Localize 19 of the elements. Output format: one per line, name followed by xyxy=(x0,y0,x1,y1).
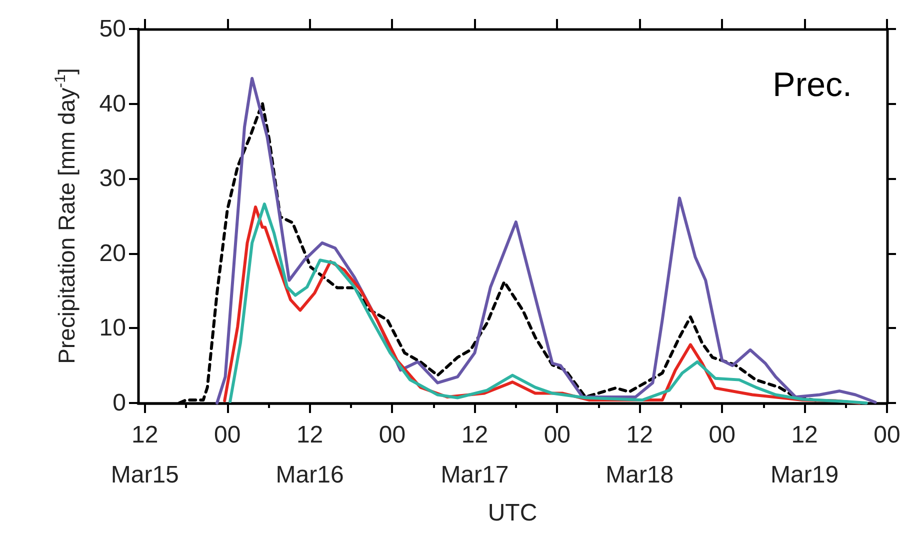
x-tick-label: 00 xyxy=(378,422,406,448)
y-tick-label: 0 xyxy=(112,390,126,416)
x-tick-label: 00 xyxy=(544,422,571,448)
y-tick-label: 20 xyxy=(99,240,126,267)
y-tick-label: 50 xyxy=(99,16,126,42)
annotation: Prec. xyxy=(772,66,852,104)
x-tick-label: 12 Mar19 xyxy=(770,422,839,488)
x-tick-label: 12 Mar16 xyxy=(276,422,344,488)
x-tick-label: 00 xyxy=(214,422,241,448)
x-axis-title: UTC xyxy=(488,500,538,526)
x-tick-label: 12 Mar18 xyxy=(606,422,674,488)
x-tick-label: 12 Mar17 xyxy=(440,422,509,488)
x-tick-label: 12 Mar15 xyxy=(110,422,179,488)
x-tick-label: 00 xyxy=(874,422,900,448)
x-tick-label: 00 xyxy=(708,422,736,448)
y-axis-title: Precipitation Rate [mm day-1] xyxy=(52,68,80,364)
y-tick-label: 40 xyxy=(99,90,126,118)
y-tick-label: 10 xyxy=(99,314,126,342)
y-tick-label: 30 xyxy=(99,165,126,192)
